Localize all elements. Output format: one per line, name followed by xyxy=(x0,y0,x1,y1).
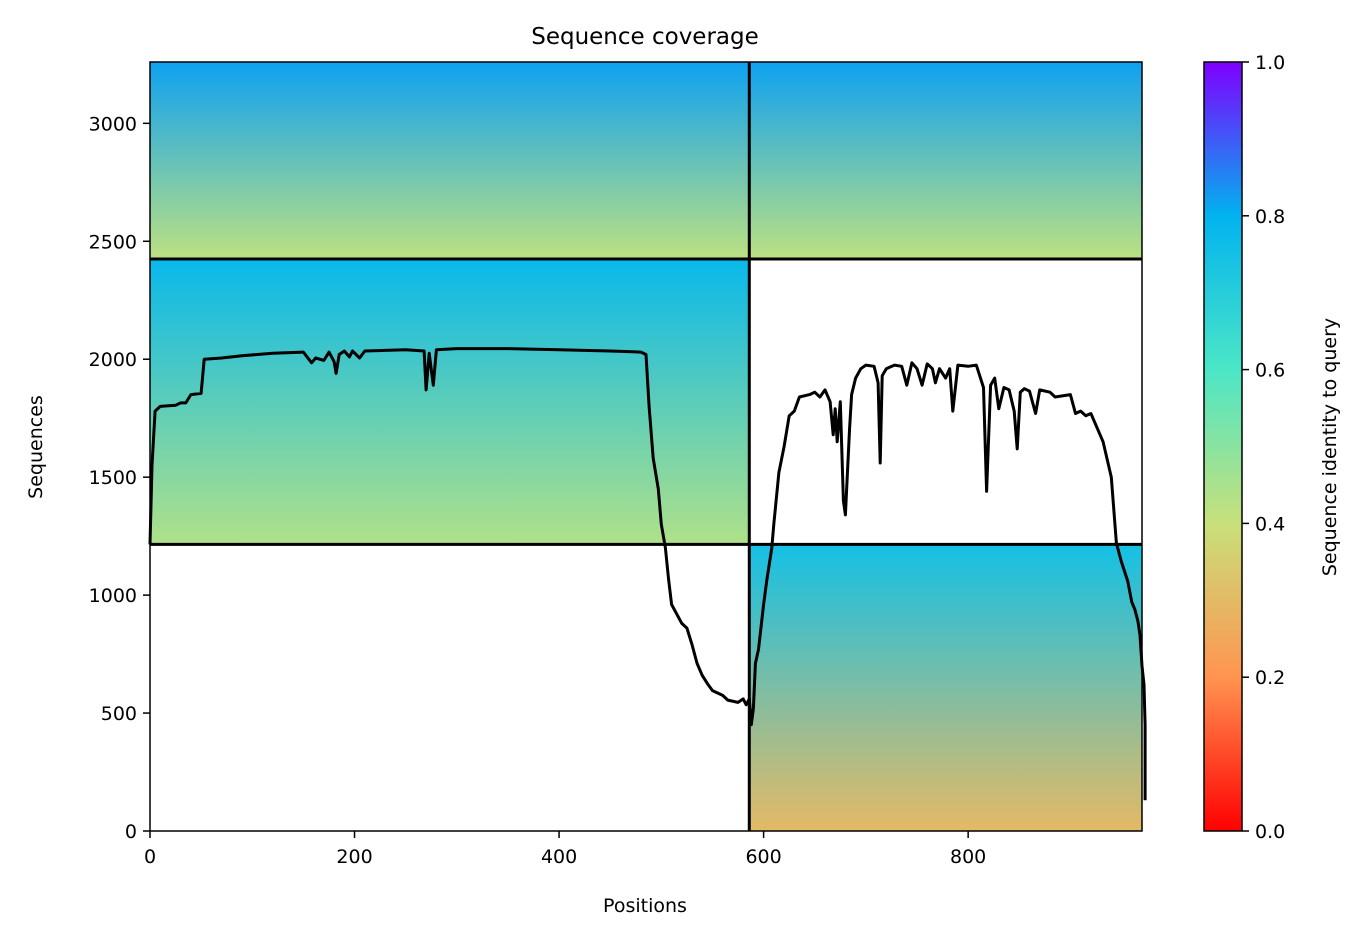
y-tick-label: 0 xyxy=(125,821,137,843)
colorbar-tick-label: 0.8 xyxy=(1255,206,1285,228)
colorbar xyxy=(1203,61,1243,832)
heatmap-blocks xyxy=(150,62,1142,831)
y-axis-label: Sequences xyxy=(25,395,47,499)
y-tick-label: 500 xyxy=(101,703,137,725)
colorbar-tick-label: 0.6 xyxy=(1255,360,1285,382)
y-tick-label: 2500 xyxy=(89,231,137,253)
y-tick-label: 1500 xyxy=(89,467,137,489)
heatmap-block-2 xyxy=(749,544,1142,831)
x-tick-label: 0 xyxy=(144,846,156,868)
y-axis: 0 500 1000 1500 2000 2500 3000 xyxy=(89,113,150,843)
chart-title: Sequence coverage xyxy=(531,24,759,50)
colorbar-ticks: 0.0 0.2 0.4 0.6 0.8 1.0 xyxy=(1242,52,1285,843)
colorbar-tick-label: 1.0 xyxy=(1255,52,1285,74)
colorbar-tick-label: 0.2 xyxy=(1255,667,1285,689)
y-tick-label: 3000 xyxy=(89,113,137,135)
x-axis: 0 200 400 600 800 xyxy=(144,831,986,868)
y-tick-label: 2000 xyxy=(89,349,137,371)
x-axis-label: Positions xyxy=(603,895,687,917)
x-tick-label: 800 xyxy=(950,846,986,868)
x-tick-label: 200 xyxy=(336,846,372,868)
heatmap-block-0 xyxy=(150,62,1142,259)
x-tick-label: 400 xyxy=(541,846,577,868)
y-tick-label: 1000 xyxy=(89,585,137,607)
colorbar-tick-label: 0.0 xyxy=(1255,821,1285,843)
colorbar-tick-label: 0.4 xyxy=(1255,513,1285,535)
coverage-line xyxy=(148,347,1147,801)
plot-frame xyxy=(149,61,1143,832)
x-tick-label: 600 xyxy=(745,846,781,868)
colorbar-label: Sequence identity to query xyxy=(1319,318,1341,576)
